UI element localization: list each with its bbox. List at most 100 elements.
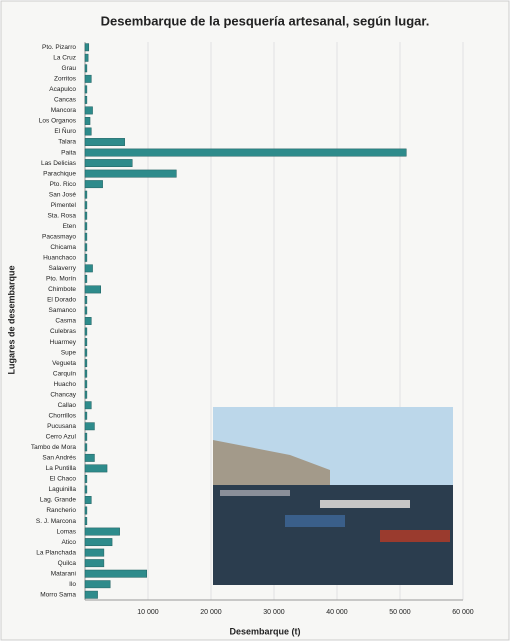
y-tick-label: Acapulco (49, 86, 76, 93)
bar (84, 159, 133, 168)
y-tick-label: Los Organos (39, 118, 77, 125)
bar (84, 380, 88, 389)
bar (84, 127, 92, 136)
bar (84, 243, 88, 252)
bar (84, 559, 105, 568)
bar (84, 432, 88, 441)
bar (84, 306, 88, 315)
y-tick-label: Rancherio (46, 507, 76, 514)
y-tick-label: Pimentel (51, 202, 77, 209)
bar (84, 517, 88, 525)
y-tick-label: Pacasmayo (42, 233, 76, 240)
y-tick-label: Cerro Azul (46, 434, 77, 441)
y-tick-label: Supe (61, 349, 77, 356)
y-tick-label: Paita (61, 149, 76, 156)
y-tick-label: San Andrés (42, 455, 76, 462)
bar (84, 506, 88, 515)
x-tick-label: 30 000 (263, 609, 285, 616)
bar (84, 64, 88, 73)
y-tick-label: S. J. Marcona (36, 518, 76, 525)
bar (84, 464, 108, 473)
bar (84, 569, 147, 578)
y-tick-label: Vegueta (52, 360, 76, 367)
bar (84, 390, 88, 399)
x-axis-label: Desembarque (t) (229, 626, 300, 636)
y-tick-label: Carquín (53, 370, 77, 377)
y-tick-label: Ilo (69, 581, 76, 588)
bar (84, 117, 91, 125)
bar (84, 369, 88, 378)
bar (84, 411, 88, 420)
bar (84, 580, 111, 589)
y-tick-label: El Chaco (50, 476, 77, 483)
y-tick-label: Morro Sama (40, 591, 76, 598)
bar (84, 401, 92, 410)
x-tick-label: 10 000 (137, 609, 159, 616)
y-tick-label: Eten (63, 223, 77, 230)
bar (84, 359, 88, 368)
y-tick-label: Lag. Grande (40, 497, 77, 504)
photo (213, 407, 453, 585)
y-tick-label: La Planchada (36, 549, 76, 556)
y-tick-label: Huacho (54, 381, 77, 388)
y-tick-label: Pto. Rico (50, 181, 77, 188)
bar (84, 453, 95, 462)
y-tick-label: Zorritos (54, 76, 77, 83)
y-tick-label: Callao (58, 402, 77, 409)
bar (84, 95, 88, 104)
y-tick-label: Matarani (51, 570, 76, 577)
bar (84, 43, 90, 52)
bar (84, 253, 88, 262)
y-tick-label: Chancay (50, 391, 76, 398)
y-tick-label: Chorrillos (49, 412, 77, 419)
y-tick-label: Las Delicias (41, 160, 77, 167)
bar (84, 496, 92, 504)
bar (84, 590, 98, 599)
y-tick-label: Pto. Pizarro (42, 44, 76, 51)
y-tick-label: Pucusana (47, 423, 76, 430)
bar (84, 474, 88, 483)
bar (84, 422, 95, 431)
y-tick-label: Tambo de Mora (31, 444, 77, 451)
bar (84, 264, 93, 273)
bar (84, 222, 88, 231)
bar (84, 317, 92, 325)
chart-title: Desembarque de la pesquería artesanal, s… (101, 13, 430, 28)
y-tick-label: Casma (55, 318, 76, 325)
bar (84, 180, 103, 189)
bar (84, 201, 88, 210)
y-tick-label: Quilca (58, 560, 77, 567)
bar (84, 538, 113, 547)
y-tick-label: Samanco (49, 307, 77, 314)
y-tick-label: La Cruz (53, 55, 76, 62)
y-axis-label: Lugares de desembarque (6, 265, 16, 374)
y-tick-label: Huarmey (50, 339, 77, 346)
y-tick-label: Sta. Rosa (47, 212, 76, 219)
y-tick-label: San José (49, 191, 76, 198)
bar (84, 138, 125, 146)
y-tick-label: Chicama (50, 244, 76, 251)
bar (84, 285, 101, 294)
y-tick-label: El Dorado (47, 297, 76, 304)
bar (84, 190, 88, 199)
bar (84, 348, 88, 357)
bar (84, 274, 88, 283)
y-tick-label: Huanchaco (43, 255, 76, 262)
y-tick-label: Laguinilla (49, 486, 77, 493)
y-tick-label: Lomas (56, 528, 76, 535)
bar (84, 548, 105, 557)
bar (84, 232, 88, 241)
y-tick-label: Atico (62, 539, 77, 546)
bar (84, 527, 120, 536)
bar (84, 485, 88, 494)
x-tick-label: 50 000 (389, 609, 411, 616)
y-tick-label: Chimbote (48, 286, 76, 293)
x-tick-label: 40 000 (326, 609, 348, 616)
y-tick-label: Mancora (51, 107, 77, 114)
y-tick-label: Pto. Morín (46, 276, 76, 283)
bar (84, 211, 88, 220)
bar (84, 443, 88, 452)
y-tick-label: Parachique (43, 170, 76, 177)
y-tick-label: Culebras (50, 328, 77, 335)
